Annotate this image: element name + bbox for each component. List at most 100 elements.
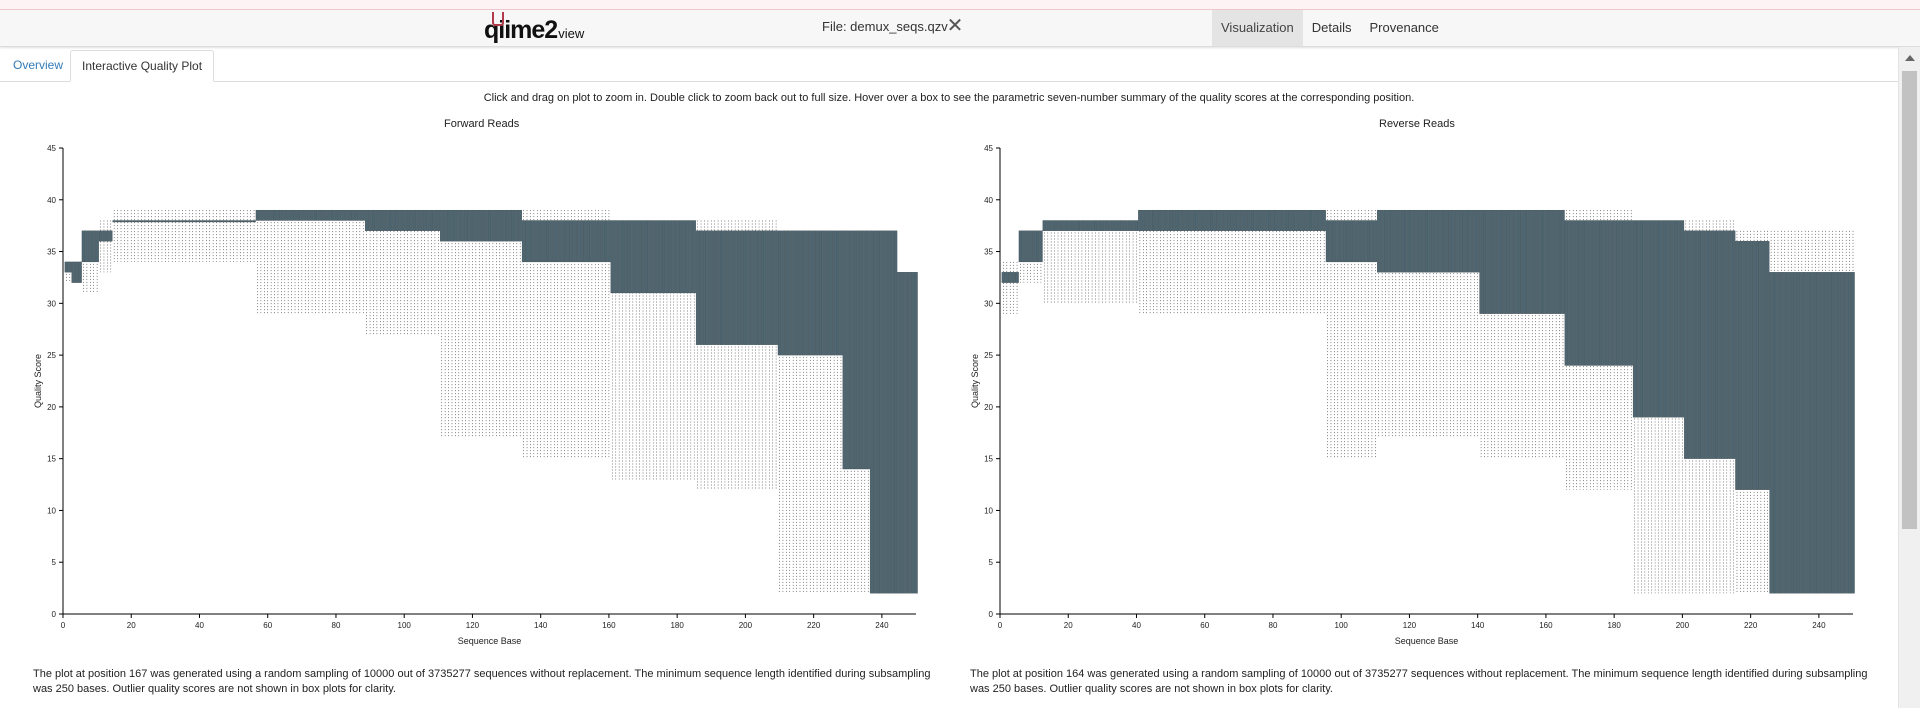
box[interactable] [610,220,615,294]
box[interactable] [1011,272,1016,283]
box[interactable] [388,209,393,231]
box[interactable] [385,209,389,231]
box[interactable] [173,220,178,223]
box[interactable] [740,230,744,345]
box[interactable] [1431,209,1436,273]
box[interactable] [1168,209,1173,231]
box[interactable] [655,220,659,294]
box[interactable] [92,230,96,263]
box[interactable] [1783,272,1787,594]
box[interactable] [1513,209,1517,314]
box[interactable] [279,209,284,221]
box[interactable] [266,209,270,221]
box[interactable] [136,220,140,223]
box[interactable] [1632,220,1637,418]
box[interactable] [545,220,550,263]
box[interactable] [1056,220,1060,231]
box[interactable] [590,220,594,263]
box[interactable] [484,209,488,242]
box[interactable] [573,220,577,263]
box[interactable] [1308,209,1313,231]
box[interactable] [1377,209,1381,273]
box[interactable] [1527,209,1531,314]
box[interactable] [1124,220,1128,231]
box[interactable] [344,209,348,221]
box[interactable] [402,209,406,231]
box[interactable] [1455,209,1459,273]
box[interactable] [474,209,478,242]
box[interactable] [1475,209,1480,273]
box[interactable] [88,230,92,263]
box[interactable] [897,272,901,594]
vertical-scrollbar[interactable] [1898,47,1920,708]
box[interactable] [1390,209,1395,273]
box[interactable] [1656,220,1661,418]
box[interactable] [794,230,799,356]
box[interactable] [119,220,123,223]
box[interactable] [1370,220,1374,263]
box[interactable] [525,220,529,263]
box[interactable] [313,209,318,221]
box[interactable] [1008,272,1012,283]
close-file-icon[interactable]: ✕ [946,15,964,37]
box[interactable] [1383,209,1388,273]
box[interactable] [450,209,454,242]
box[interactable] [1697,230,1702,459]
box[interactable] [409,209,413,231]
box[interactable] [1083,220,1087,231]
nav-tab-provenance[interactable]: Provenance [1369,20,1439,35]
box[interactable] [310,209,314,221]
box[interactable] [1636,220,1640,418]
box[interactable] [1687,230,1691,459]
tab-interactive-quality-plot[interactable]: Interactive Quality Plot [70,50,215,82]
box[interactable] [457,209,461,242]
box[interactable] [829,230,833,356]
box[interactable] [1479,209,1483,314]
box[interactable] [201,220,205,223]
box[interactable] [1738,241,1743,490]
box[interactable] [1646,220,1650,418]
box[interactable] [1605,220,1610,366]
box[interactable] [1673,220,1678,418]
box[interactable] [1690,230,1695,459]
box[interactable] [1353,220,1357,263]
box[interactable] [1602,220,1606,366]
box[interactable] [1052,220,1057,231]
box[interactable] [433,209,437,231]
box[interactable] [1281,209,1285,231]
box[interactable] [1851,272,1855,594]
box[interactable] [1448,209,1453,273]
box[interactable] [1274,209,1279,231]
box[interactable] [1615,220,1620,366]
box[interactable] [1496,209,1500,314]
box[interactable] [1404,209,1408,273]
box[interactable] [491,209,495,242]
box[interactable] [1407,209,1412,273]
box[interactable] [1400,209,1405,273]
box[interactable] [293,209,297,221]
box[interactable] [1018,230,1023,263]
box[interactable] [1571,220,1575,366]
box[interactable] [1373,220,1378,263]
box[interactable] [716,230,720,345]
box[interactable] [726,230,731,345]
box[interactable] [1510,209,1514,314]
box[interactable] [1366,220,1371,263]
box[interactable] [1742,241,1746,490]
box[interactable] [1670,220,1674,418]
box[interactable] [1093,220,1098,231]
box[interactable] [504,209,509,242]
box[interactable] [1329,220,1333,263]
box[interactable] [85,230,89,263]
box[interactable] [678,220,683,294]
box[interactable] [1240,209,1244,231]
box[interactable] [552,220,557,263]
box[interactable] [115,220,120,223]
box[interactable] [221,220,226,223]
box[interactable] [1179,209,1183,231]
box[interactable] [1151,209,1156,231]
box[interactable] [364,209,369,231]
box[interactable] [1520,209,1524,314]
box[interactable] [1284,209,1289,231]
box[interactable] [1185,209,1190,231]
